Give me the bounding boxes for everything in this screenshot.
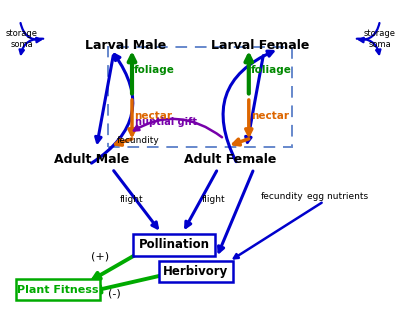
FancyBboxPatch shape [159,261,233,282]
Text: Larval Male: Larval Male [85,39,167,52]
FancyBboxPatch shape [16,279,100,300]
Text: egg nutrients: egg nutrients [308,192,368,201]
Text: Larval Female: Larval Female [211,39,309,52]
Text: Plant Fitness: Plant Fitness [17,285,99,295]
Text: fecundity: fecundity [117,136,159,145]
Text: flight: flight [202,195,226,204]
Text: (+): (+) [91,251,109,261]
Text: Pollination: Pollination [138,238,210,251]
Text: nectar: nectar [134,111,172,121]
Text: storage
soma: storage soma [364,29,396,49]
Text: (-): (-) [108,288,120,298]
Text: Adult Male: Adult Male [54,153,130,166]
Text: storage
soma: storage soma [6,29,38,49]
Text: fecundity: fecundity [261,192,303,201]
Text: Adult Female: Adult Female [184,153,276,166]
Text: foliage: foliage [134,65,175,75]
Text: nectar: nectar [251,111,289,121]
Text: Herbivory: Herbivory [163,265,229,278]
Text: nuptial gift: nuptial gift [135,117,197,127]
FancyBboxPatch shape [133,234,215,256]
Text: flight: flight [120,195,144,204]
Text: foliage: foliage [251,65,292,75]
